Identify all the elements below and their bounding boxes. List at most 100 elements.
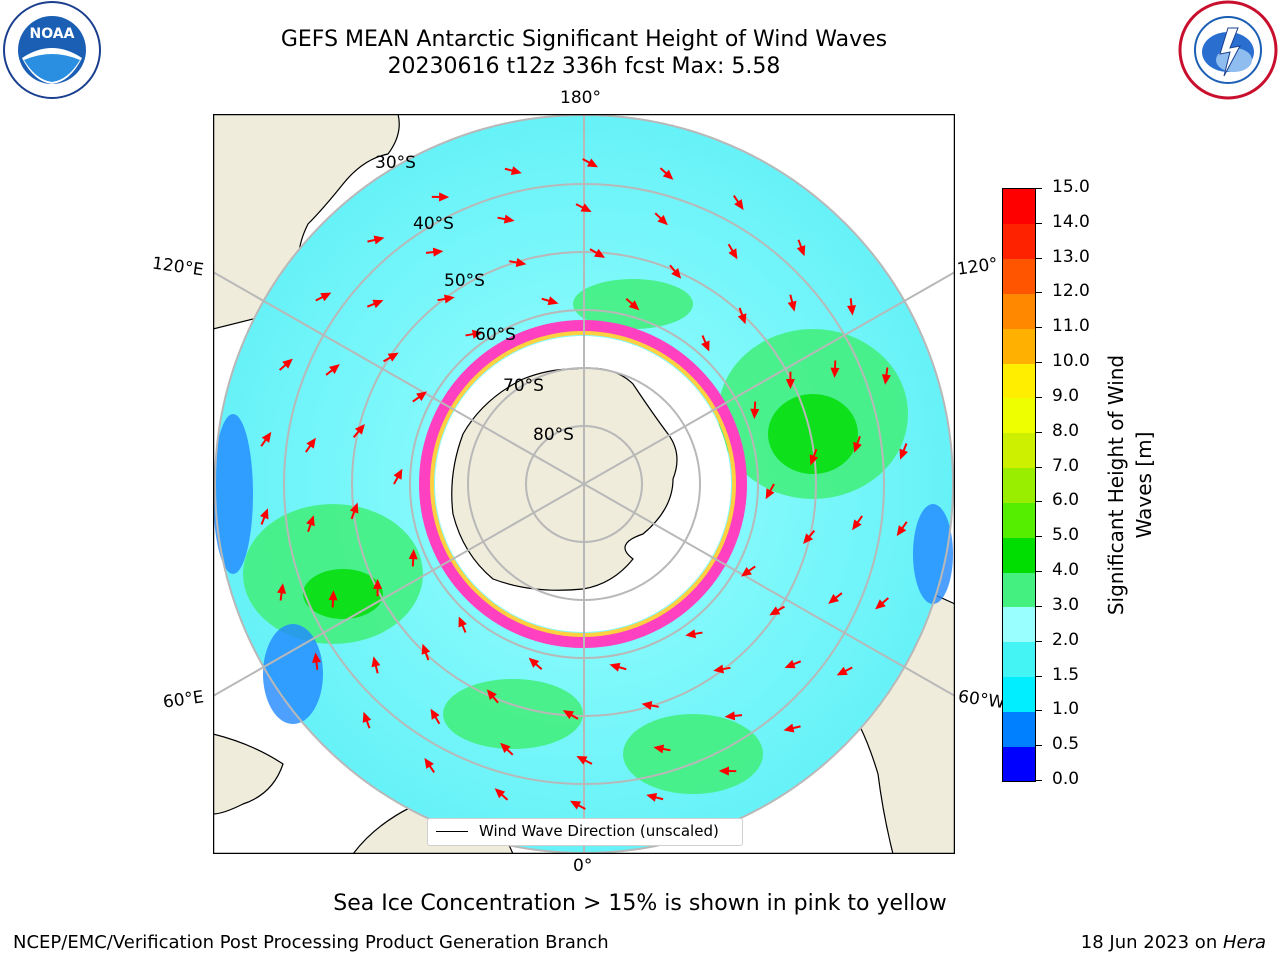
- colorbar-tick-mark: [1035, 745, 1042, 747]
- colorbar-band: [1003, 537, 1035, 573]
- wind-wave-arrow-head: [628, 300, 640, 311]
- wind-wave-arrow-head: [312, 652, 322, 663]
- colorbar-tick-mark: [1035, 257, 1042, 259]
- wind-wave-arrow-head: [724, 711, 736, 721]
- colorbar-tick-mark: [1035, 222, 1042, 224]
- lat-label-30s: 30°S: [375, 153, 416, 173]
- wind-wave-arrow-head: [424, 757, 434, 769]
- wind-wave-arrow-head: [421, 643, 431, 655]
- wind-wave-arrow-head: [830, 367, 840, 378]
- nws-logo: [1176, 0, 1280, 100]
- colorbar-tick-label: 5.0: [1052, 525, 1080, 546]
- wind-wave-arrow-head: [261, 431, 272, 443]
- colorbar: [1002, 188, 1036, 782]
- colorbar-tick-mark: [1035, 675, 1042, 677]
- colorbar-tick-label: 3.0: [1052, 594, 1080, 615]
- wind-wave-arrow-head: [562, 710, 574, 720]
- wind-wave-arrow-head: [803, 533, 814, 545]
- wind-wave-arrow-head: [328, 590, 338, 601]
- meridian-label-120e: 120°E: [150, 253, 205, 281]
- colorbar-tick-mark: [1035, 362, 1042, 364]
- chart-subtitle: 20230616 t12z 336h fcst Max: 5.58: [387, 54, 781, 79]
- sea-ice-note: Sea Ice Concentration > 15% is shown in …: [333, 891, 947, 916]
- wind-wave-arrow-head: [547, 296, 559, 306]
- wind-wave-arrow-head: [515, 258, 527, 267]
- wind-wave-arrow-head: [371, 656, 381, 668]
- wind-wave-arrow-head: [306, 515, 315, 527]
- wind-wave-arrow-head: [306, 437, 316, 449]
- lat-label-50s: 50°S: [444, 271, 485, 291]
- wind-wave-arrow-head: [362, 711, 372, 723]
- wind-wave-arrow-head: [430, 708, 440, 720]
- wind-wave-arrow-head: [836, 666, 848, 676]
- wind-wave-arrow-head: [277, 583, 287, 594]
- colorbar-tick-label: 14.0: [1052, 211, 1090, 232]
- colorbar-tick-label: 8.0: [1052, 420, 1080, 441]
- colorbar-tick-mark: [1035, 501, 1042, 503]
- colorbar-band: [1003, 397, 1035, 434]
- wind-wave-arrow-head: [329, 364, 340, 374]
- wind-wave-arrow-head: [373, 578, 383, 589]
- wind-wave-arrow-head: [609, 662, 621, 672]
- meridian-label-120w: 120°: [955, 254, 1000, 280]
- colorbar-tick-label: 12.0: [1052, 281, 1090, 302]
- colorbar-band: [1003, 711, 1035, 747]
- colorbar-band: [1003, 606, 1035, 643]
- colorbar-tick-label: 9.0: [1052, 385, 1080, 406]
- colorbar-label-line1: Significant Height of Wind: [1104, 354, 1128, 616]
- colorbar-band: [1003, 432, 1035, 469]
- meridian-label-180: 180°: [560, 88, 601, 108]
- wind-wave-arrow-head: [653, 744, 665, 754]
- colorbar-band: [1003, 676, 1035, 712]
- wind-wave-arrow-head: [393, 468, 403, 480]
- wind-wave-arrow-head: [713, 664, 724, 674]
- colorbar-band: [1003, 363, 1035, 399]
- wind-wave-arrow-head: [896, 525, 907, 537]
- colorbar-tick-mark: [1035, 571, 1042, 573]
- colorbar-band: [1003, 223, 1035, 260]
- wind-wave-arrow-head: [320, 292, 332, 302]
- wind-wave-arrow-head: [576, 755, 588, 765]
- colorbar-band: [1003, 258, 1035, 294]
- wind-wave-arrow-head: [586, 158, 598, 168]
- wind-wave-arrow-head: [685, 629, 697, 639]
- wind-wave-arrow-head: [796, 245, 806, 257]
- wind-wave-arrow-head: [734, 199, 744, 211]
- wind-wave-arrow-head: [875, 599, 886, 610]
- wind-wave-arrow-head: [881, 374, 891, 385]
- wind-wave-arrow-head: [765, 488, 775, 500]
- colorbar-tick-label: 2.0: [1052, 629, 1080, 650]
- lat-label-80s: 80°S: [533, 425, 574, 445]
- legend-line-sample: [436, 831, 468, 832]
- lat-label-70s: 70°S: [503, 376, 544, 396]
- wind-wave-arrow-head: [486, 689, 497, 700]
- colorbar-tick-label: 0.0: [1052, 769, 1080, 789]
- colorbar-tick-label: 4.0: [1052, 560, 1080, 581]
- wind-wave-arrow-head: [809, 454, 819, 466]
- wind-wave-arrow-head: [471, 329, 483, 339]
- wind-wave-arrow-head: [500, 742, 511, 754]
- wind-wave-arrow-head: [646, 793, 658, 802]
- footer-date-text: 18 Jun 2023 on: [1080, 932, 1223, 953]
- colorbar-band: [1003, 746, 1035, 782]
- wind-wave-arrow-head: [750, 408, 760, 419]
- wind-wave-arrow-head: [787, 300, 797, 312]
- wind-wave-arrow-head: [899, 448, 908, 460]
- wind-wave-arrow-head: [784, 659, 796, 669]
- colorbar-tick-mark: [1035, 396, 1042, 398]
- wind-wave-arrow-head: [728, 248, 738, 260]
- wind-wave-arrow-head: [641, 701, 653, 710]
- wind-wave-arrow-head: [372, 299, 384, 309]
- wind-wave-arrow-head: [503, 214, 515, 224]
- wind-wave-arrow-head: [701, 340, 710, 352]
- wind-wave-arrow-head: [671, 268, 682, 279]
- wind-wave-arrow-head: [528, 657, 540, 668]
- colorbar-tick-mark: [1035, 431, 1042, 433]
- colorbar-tick-label: 7.0: [1052, 455, 1080, 476]
- wind-wave-arrow-head: [432, 247, 444, 257]
- lat-label-40s: 40°S: [413, 214, 454, 234]
- wind-wave-arrow-head: [570, 800, 582, 810]
- noaa-logo: NOAA: [0, 0, 104, 100]
- wind-wave-arrow-head: [458, 616, 467, 628]
- meridian-label-0: 0°: [573, 856, 593, 876]
